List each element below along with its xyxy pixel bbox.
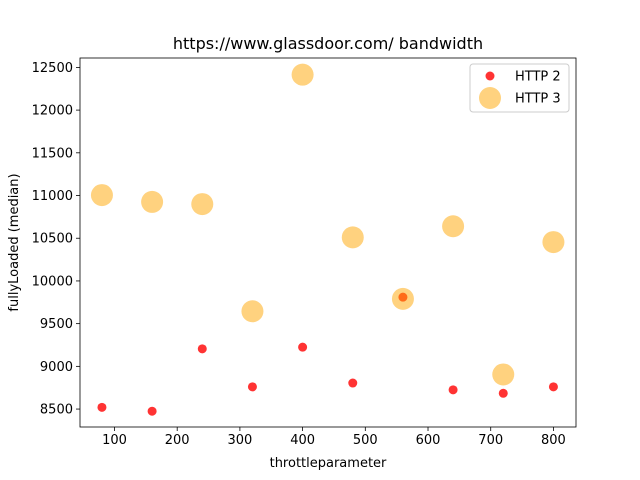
y-tick-label: 10000 [32, 274, 73, 289]
data-point-series-1 [291, 63, 314, 86]
x-tick-label: 300 [227, 433, 252, 448]
y-tick-label: 11500 [32, 146, 73, 161]
data-point-series-0 [147, 406, 157, 416]
axes-layer: 100 200 300 400 500 600 700 800 8500 9000 9500 1000… [32, 61, 566, 448]
legend-label-http3: HTTP 3 [515, 92, 561, 107]
legend-marker-http2 [485, 71, 495, 81]
data-point-series-1 [492, 363, 515, 386]
data-point-series-0 [448, 385, 458, 395]
y-tick-label: 8500 [40, 403, 73, 418]
y-tick-label: 12500 [32, 61, 73, 76]
y-tick-label: 9000 [40, 360, 73, 375]
data-point-series-1 [90, 184, 113, 207]
data-point-series-0 [247, 382, 257, 392]
x-tick-label: 200 [165, 433, 190, 448]
legend-label-http2: HTTP 2 [515, 70, 561, 85]
legend: HTTP 2 HTTP 3 [469, 63, 570, 113]
data-point-series-0 [498, 388, 508, 398]
data-point-series-0 [197, 344, 207, 354]
data-point-series-0 [97, 402, 107, 412]
data-point-series-0 [348, 378, 358, 388]
y-tick-label: 11000 [32, 189, 73, 204]
x-tick-label: 500 [353, 433, 378, 448]
plot-frame [79, 57, 577, 428]
chart-title: https://www.glassdoor.com/ bandwidth [173, 34, 483, 53]
x-tick-label: 400 [290, 433, 315, 448]
data-point-series-1 [241, 300, 264, 323]
x-axis-label: throttleparameter [270, 456, 387, 471]
y-tick-label: 10500 [32, 232, 73, 247]
data-point-series-1 [542, 231, 565, 254]
data-point-series-1 [442, 215, 465, 238]
y-axis-label: fullyLoaded (median) [7, 173, 22, 311]
points-layer [90, 63, 565, 416]
data-point-series-1 [391, 287, 414, 310]
legend-marker-http3 [479, 87, 501, 109]
data-point-series-1 [191, 193, 214, 216]
x-tick-label: 100 [102, 433, 127, 448]
x-tick-label: 600 [416, 433, 441, 448]
y-tick-label: 12000 [32, 104, 73, 119]
x-tick-label: 700 [478, 433, 503, 448]
data-point-series-0 [298, 342, 308, 352]
y-tick-label: 9500 [40, 317, 73, 332]
data-point-series-1 [341, 226, 364, 249]
data-point-series-0 [548, 382, 558, 392]
data-point-series-1 [141, 190, 164, 213]
x-tick-label: 800 [541, 433, 566, 448]
